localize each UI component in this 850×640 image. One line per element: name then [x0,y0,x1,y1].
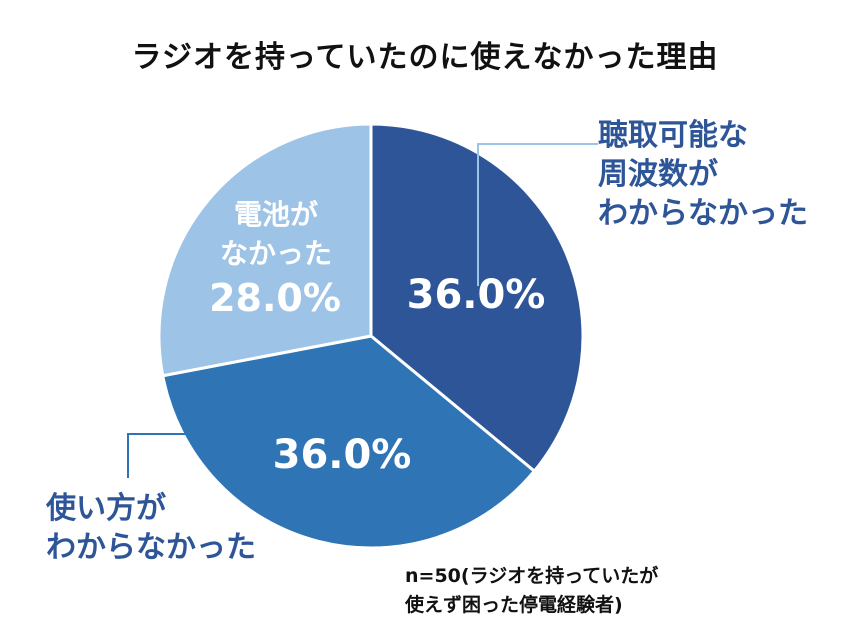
slice-category-label: なかった [220,237,332,270]
slice-category-label: わからなかった [598,196,808,231]
leader-line [477,143,598,286]
slice-category-label: 聴取可能な [598,118,748,153]
slice-value-label: 36.0% [407,272,546,318]
leader-line [127,433,238,478]
sample-note-line-1: n=50(ラジオを持っていたが [405,565,659,587]
slice-category-label: わからなかった [46,530,256,565]
pie-labels: 36.0%聴取可能な周波数がわからなかった36.0%使い方がわからなかった28.… [45,118,808,565]
pie-slice [160,334,537,550]
pie-slice [369,122,585,474]
slice-category-label: 周波数が [598,157,718,192]
slice-category-label: 使い方が [45,491,166,526]
leader-lines [127,143,598,478]
slice-category-label: 電池が [234,198,318,231]
sample-note: n=50(ラジオを持っていたが 使えず困った停電経験者) [405,562,658,620]
slice-value-label: 36.0% [273,432,412,478]
slice-value-label: 28.0% [209,276,341,320]
pie-slice [157,122,373,378]
pie-slices [157,122,585,550]
chart-title: ラジオを持っていたのに使えなかった理由 [131,40,719,75]
sample-note-line-2: 使えず困った停電経験者) [405,594,623,616]
